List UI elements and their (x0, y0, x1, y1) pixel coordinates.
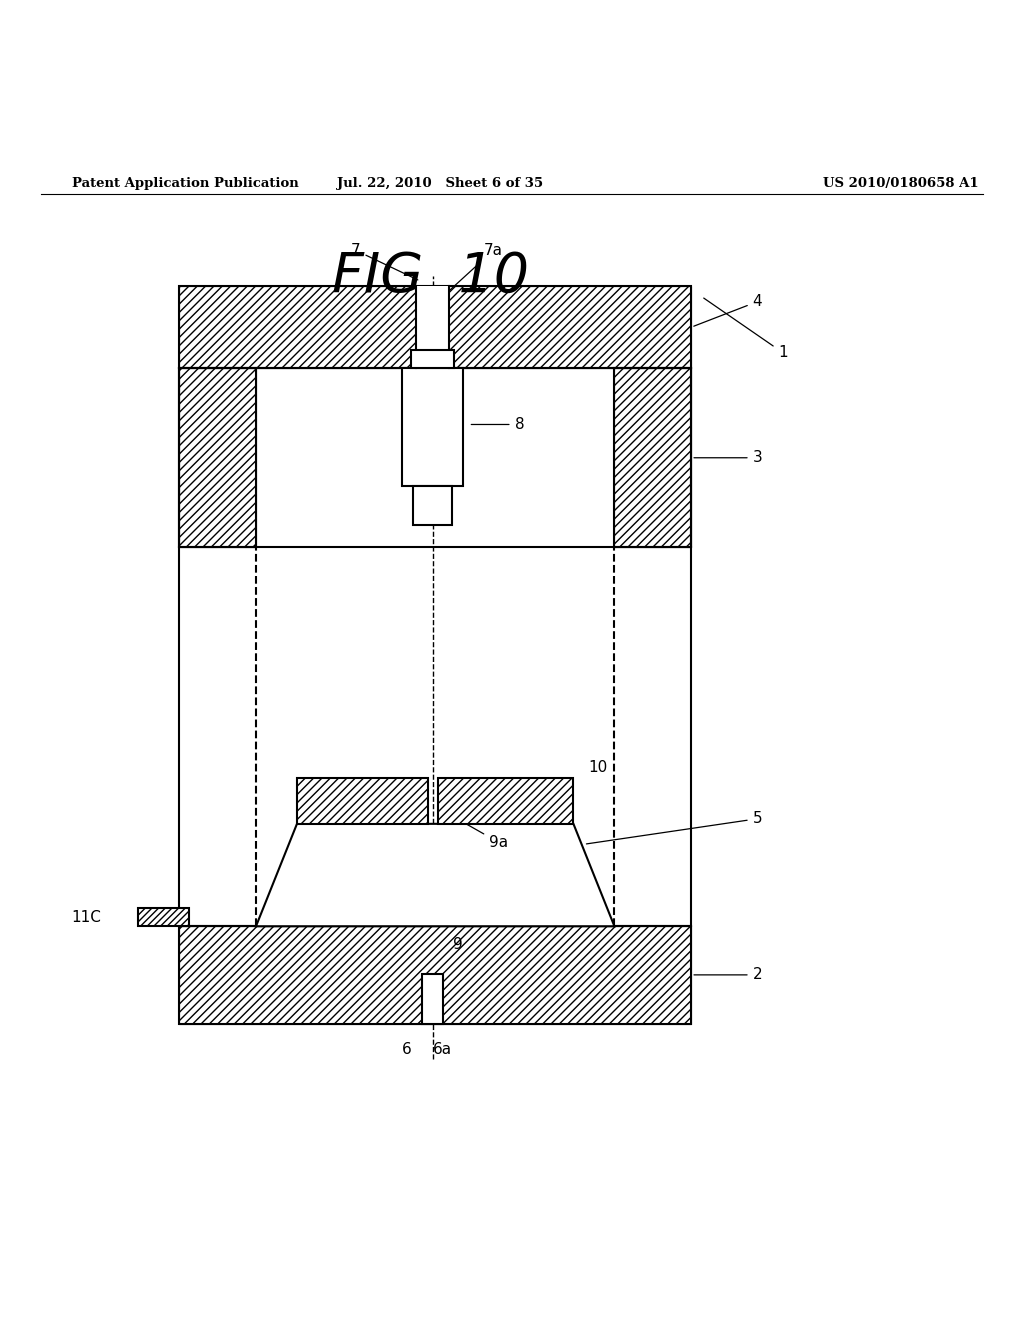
Bar (138, 908, 189, 927)
Text: 6: 6 (401, 1041, 412, 1056)
Text: US 2010/0180658 A1: US 2010/0180658 A1 (823, 177, 979, 190)
Text: 7: 7 (351, 243, 418, 280)
Text: 5: 5 (587, 812, 762, 843)
Bar (179, 927, 691, 1023)
Bar (179, 927, 691, 1023)
Bar (179, 368, 256, 548)
Bar (297, 777, 428, 824)
Bar (138, 908, 189, 927)
Bar (179, 368, 256, 548)
Bar (411, 350, 454, 368)
Text: Jul. 22, 2010   Sheet 6 of 35: Jul. 22, 2010 Sheet 6 of 35 (337, 177, 544, 190)
Text: 3: 3 (694, 450, 763, 465)
Bar (413, 486, 452, 525)
Bar (416, 286, 449, 368)
Text: 10a: 10a (345, 783, 374, 799)
Bar (401, 368, 463, 486)
Text: 8: 8 (471, 417, 524, 432)
Text: 10: 10 (589, 760, 608, 775)
Text: 9a: 9a (451, 814, 508, 850)
Text: FIG. 10: FIG. 10 (332, 249, 528, 302)
Text: 9: 9 (453, 937, 463, 952)
Bar (422, 974, 442, 1023)
Polygon shape (256, 824, 614, 927)
Text: 4: 4 (694, 294, 762, 326)
Text: 7a: 7a (445, 243, 503, 294)
Bar (438, 777, 573, 824)
Bar (179, 286, 691, 368)
Text: Patent Application Publication: Patent Application Publication (72, 177, 298, 190)
Bar (297, 777, 428, 824)
Text: 2: 2 (694, 968, 762, 982)
Text: 11C: 11C (72, 909, 101, 924)
Text: 6a: 6a (432, 1041, 452, 1056)
Bar (438, 777, 573, 824)
Text: 1: 1 (703, 298, 787, 360)
Bar (614, 368, 691, 548)
Bar (614, 368, 691, 548)
Bar (179, 286, 691, 368)
